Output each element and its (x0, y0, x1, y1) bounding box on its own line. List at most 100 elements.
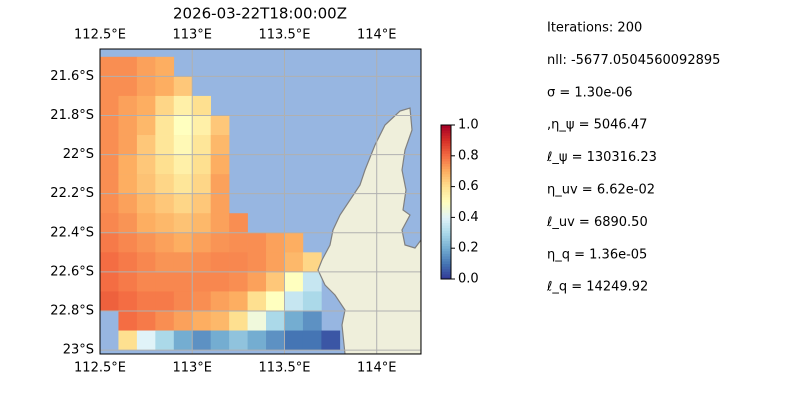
cell (266, 310, 285, 331)
colorbar-frame (440, 124, 452, 280)
cell (118, 193, 138, 214)
colorbar-step (441, 222, 451, 226)
cell (284, 252, 304, 273)
cell (192, 95, 211, 116)
cell (247, 271, 267, 292)
cell (155, 115, 175, 136)
cell (173, 291, 193, 312)
cell (210, 232, 230, 253)
cell (229, 291, 248, 312)
cell (118, 95, 138, 116)
cell (302, 271, 322, 292)
cell (173, 232, 193, 253)
cell (173, 193, 193, 214)
colorbar-step (441, 276, 451, 280)
cell (173, 135, 193, 155)
colorbar-step (441, 163, 451, 167)
info-line: η_q = 1.36e-05 (547, 247, 647, 262)
y-tick-label: 21.8°S (50, 108, 94, 123)
colorbar-tick-label: 1.0 (458, 118, 479, 133)
cell (155, 95, 175, 116)
info-line: ℓ_uv = 6890.50 (546, 215, 648, 230)
cell (210, 154, 230, 175)
cell (192, 115, 211, 136)
cell (173, 154, 193, 175)
colorbar-step (441, 214, 451, 218)
cell (247, 330, 267, 351)
x-tick-label-top: 113.5°E (259, 28, 311, 43)
cell (321, 330, 341, 351)
cell (136, 115, 156, 136)
info-line: ℓ_ψ = 130316.23 (546, 150, 657, 165)
colorbar-tick-label: 0.0 (458, 272, 479, 287)
cell (136, 56, 156, 77)
cell (210, 310, 230, 331)
colorbar-step (441, 207, 451, 211)
y-tick-label: 22.4°S (50, 225, 94, 240)
cell (100, 56, 119, 77)
colorbar-step (441, 153, 451, 157)
cell (229, 213, 248, 234)
cell (210, 135, 230, 155)
cell (155, 135, 175, 155)
cell (284, 291, 304, 312)
colorbar-step (441, 209, 451, 213)
graticule (100, 49, 421, 354)
colorbar-step (441, 258, 451, 262)
x-tick-label-bottom: 113.5°E (259, 361, 311, 376)
cell (118, 76, 138, 97)
cell (136, 193, 156, 214)
colorbar-step (441, 189, 451, 193)
cell (284, 310, 304, 331)
cell (247, 310, 267, 331)
cell (210, 115, 230, 136)
cell (247, 252, 267, 273)
cell (155, 76, 175, 97)
colorbar-step (441, 142, 451, 147)
cell (136, 95, 156, 116)
cell (302, 291, 322, 312)
cell (266, 291, 285, 312)
cell (192, 154, 211, 175)
y-tick-label: 22°S (63, 147, 94, 162)
cell (266, 271, 285, 292)
cell (136, 310, 156, 331)
colorbar-step (441, 232, 451, 236)
map-title: 2026-03-22T18:00:00Z (173, 5, 347, 23)
colorbar-step (441, 204, 451, 208)
colorbar-step (441, 184, 451, 188)
colorbar-step (441, 125, 451, 129)
cell (192, 135, 211, 155)
x-tick-label-bottom: 114°E (357, 361, 397, 376)
colorbar-step (441, 248, 451, 252)
map-frame (99, 48, 422, 355)
cell (155, 56, 175, 77)
colorbar-step (441, 253, 451, 257)
cell (229, 232, 248, 253)
colorbar-step (441, 230, 451, 234)
cell (118, 56, 138, 77)
colorbar-step (441, 158, 451, 162)
y-tick-label: 23°S (63, 343, 94, 358)
y-tick-label: 21.6°S (50, 69, 94, 84)
cell (155, 174, 175, 194)
cell (155, 154, 175, 175)
cell (173, 95, 193, 116)
cell (229, 271, 248, 292)
cell (100, 271, 119, 292)
colorbar-step (441, 202, 451, 206)
cell (155, 213, 175, 234)
colorbar-step (441, 250, 451, 254)
cell (210, 252, 230, 273)
cell (266, 330, 285, 351)
colorbar-step (441, 194, 451, 198)
colorbar-step (441, 191, 451, 195)
cell (284, 271, 304, 292)
land (317, 107, 421, 354)
cell (173, 310, 193, 331)
y-tick-label: 22.8°S (50, 303, 94, 318)
cell (155, 193, 175, 214)
colorbar-step (441, 261, 451, 265)
x-tick-label-bottom: 112.5°E (74, 361, 126, 376)
cell (210, 193, 230, 214)
